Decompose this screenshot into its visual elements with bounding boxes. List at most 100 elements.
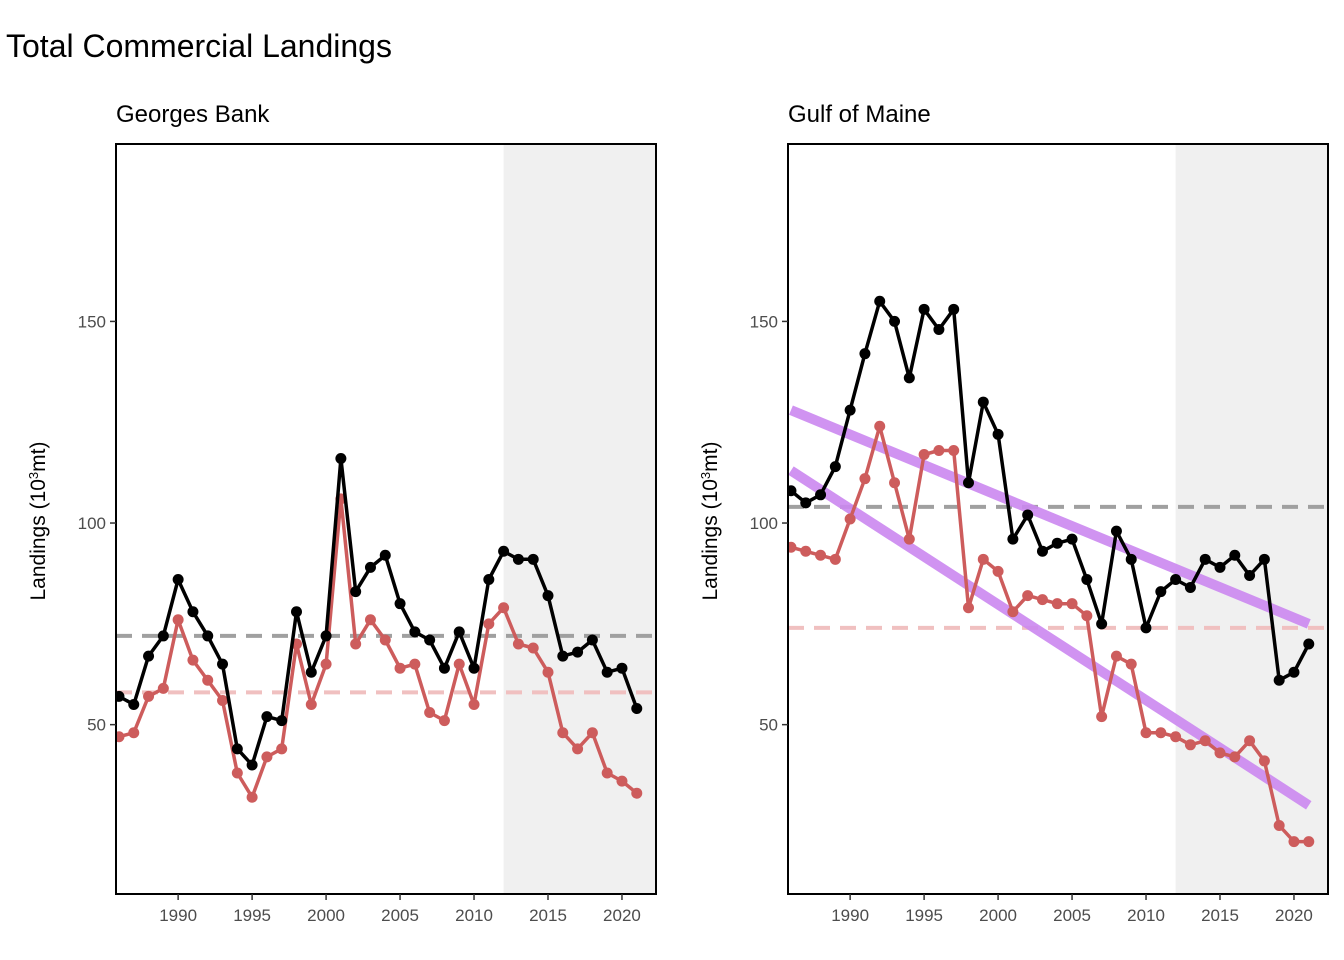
total-data-point (512, 553, 524, 565)
x-tick-label: 1995 (233, 906, 271, 925)
total-data-point (231, 743, 243, 755)
managed-data-point (815, 549, 827, 561)
managed-data-point (172, 614, 184, 626)
managed-data-point (261, 751, 273, 763)
total-data-point (290, 606, 302, 618)
plot-area: 1990 1995 2000 2005 2010 2015 2020 50 100 150 (750, 143, 1329, 925)
managed-data-point (1096, 711, 1108, 723)
managed-data-point (586, 727, 598, 739)
total-data-point (468, 662, 480, 674)
total-data-point (815, 489, 827, 501)
total-data-point (948, 303, 960, 315)
managed-data-point (320, 658, 332, 670)
managed-data-point (1244, 735, 1256, 747)
managed-data-point (483, 618, 495, 630)
managed-data-point (1199, 735, 1211, 747)
total-data-point (498, 545, 510, 557)
managed-data-point (1022, 590, 1034, 602)
total-data-point (202, 630, 214, 642)
total-data-point (1288, 666, 1300, 678)
managed-data-point (187, 654, 199, 666)
total-data-point (616, 662, 628, 674)
total-data-point (903, 372, 915, 384)
total-data-point (143, 650, 155, 662)
managed-data-point (143, 690, 155, 702)
managed-data-point (1273, 819, 1285, 831)
total-data-point (409, 626, 421, 638)
total-data-point (572, 646, 584, 658)
panel-subtitle: Gulf of Maine (788, 101, 931, 128)
managed-data-point (364, 614, 376, 626)
total-data-point (1036, 545, 1048, 557)
total-data-point (379, 549, 391, 561)
total-data-point (350, 586, 362, 598)
managed-data-point (889, 477, 901, 489)
managed-data-point (1066, 598, 1078, 610)
managed-data-point (438, 715, 450, 727)
total-data-point (157, 630, 169, 642)
total-data-point (1051, 537, 1063, 549)
total-data-point (527, 553, 539, 565)
managed-data-point (1229, 751, 1241, 763)
total-data-point (1125, 553, 1137, 565)
total-data-point (933, 323, 945, 335)
plot-area: 1990 1995 2000 2005 2010 2015 2020 50 100 150 (78, 143, 657, 925)
total-data-point (557, 650, 569, 662)
total-data-point (829, 461, 841, 473)
x-tick-label: 1990 (831, 906, 869, 925)
managed-data-point (1110, 650, 1122, 662)
total-data-point (788, 485, 797, 497)
managed-data-point (992, 565, 1004, 577)
total-data-point (424, 634, 436, 646)
managed-data-point (1051, 598, 1063, 610)
y-axis-label: Landings (103mt) (698, 442, 723, 601)
total-data-point (874, 295, 886, 307)
trend-line (789, 405, 1311, 629)
total-data-point (1110, 525, 1122, 537)
x-tick-label: 2000 (979, 906, 1017, 925)
managed-data-point (128, 727, 140, 739)
managed-data-point (409, 658, 421, 670)
total-data-point (364, 561, 376, 573)
managed-data-point (202, 674, 214, 686)
managed-data-point (918, 448, 930, 460)
managed-data-point (1036, 594, 1048, 606)
x-tick-label: 2020 (603, 906, 641, 925)
shaded-recent-period (503, 144, 656, 894)
managed-data-point (394, 662, 406, 674)
total-data-point (1244, 569, 1256, 581)
managed-data-point (1140, 727, 1152, 739)
total-data-point (116, 690, 125, 702)
managed-data-point (948, 444, 960, 456)
total-data-point (1170, 573, 1182, 585)
total-data-point (859, 348, 871, 360)
x-tick-label: 2020 (1275, 906, 1313, 925)
total-data-point (276, 715, 288, 727)
plot-frame (115, 143, 657, 895)
total-data-point (1214, 561, 1226, 573)
total-data-point (261, 711, 273, 723)
total-data-point (1096, 618, 1108, 630)
total-data-point (918, 303, 930, 315)
managed-data-point (542, 666, 554, 678)
managed-data-point (1258, 755, 1270, 767)
managed-data-point (498, 602, 510, 614)
total-data-point (631, 703, 643, 715)
total-data-point (394, 598, 406, 610)
y-tick-label: 50 (759, 716, 778, 735)
managed-data-point (1170, 731, 1182, 743)
total-data-point (1229, 549, 1241, 561)
managed-data-point (572, 743, 584, 755)
x-tick-label: 2015 (1201, 906, 1239, 925)
total-data-point (335, 453, 347, 465)
managed-data-point (800, 545, 812, 557)
managed-data-point (1184, 739, 1196, 751)
total-data-point (172, 573, 184, 585)
y-tick-label: 150 (78, 312, 106, 331)
panel-gulf-of-maine: Gulf of Maine Landings (103mt) 1990 1995 2… (698, 101, 1329, 925)
total-data-point (1140, 622, 1152, 634)
managed-data-point (859, 473, 871, 485)
total-data-point (601, 666, 613, 678)
total-data-point (453, 626, 465, 638)
